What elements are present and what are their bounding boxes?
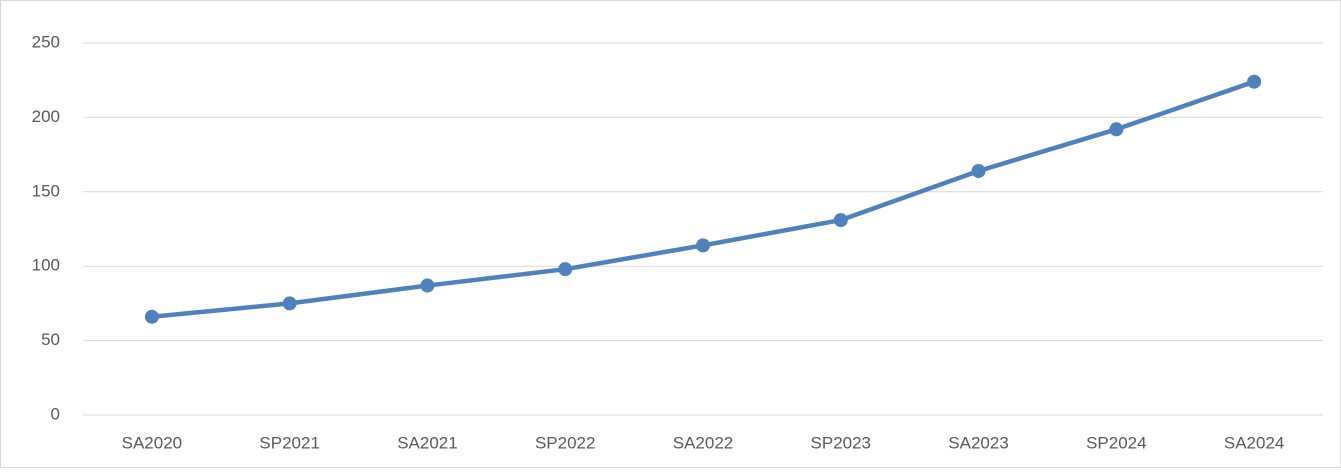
y-tick-label: 150	[32, 181, 60, 200]
y-tick-label: 250	[32, 32, 60, 51]
data-point	[696, 238, 710, 253]
data-point	[833, 213, 848, 228]
x-tick-label: SA2022	[673, 433, 734, 452]
x-tick-label: SP2022	[535, 433, 596, 452]
y-tick-label: 100	[32, 256, 60, 275]
data-point	[971, 163, 986, 178]
x-tick-label: SP2023	[811, 433, 872, 452]
data-point	[282, 296, 297, 311]
data-point	[1247, 74, 1262, 89]
x-tick-label: SA2024	[1224, 433, 1285, 452]
x-tick-label: SA2020	[122, 433, 183, 452]
y-tick-label: 0	[51, 404, 60, 423]
x-tick-label: SP2024	[1086, 433, 1147, 452]
x-tick-label: SA2021	[397, 433, 458, 452]
data-point	[1109, 122, 1124, 137]
data-point	[144, 309, 159, 324]
data-point	[558, 262, 573, 277]
x-tick-label: SA2023	[948, 433, 1009, 452]
y-tick-label: 200	[32, 107, 60, 126]
y-tick-label: 50	[41, 330, 60, 349]
x-tick-label: SP2021	[259, 433, 320, 452]
data-point	[420, 278, 435, 293]
